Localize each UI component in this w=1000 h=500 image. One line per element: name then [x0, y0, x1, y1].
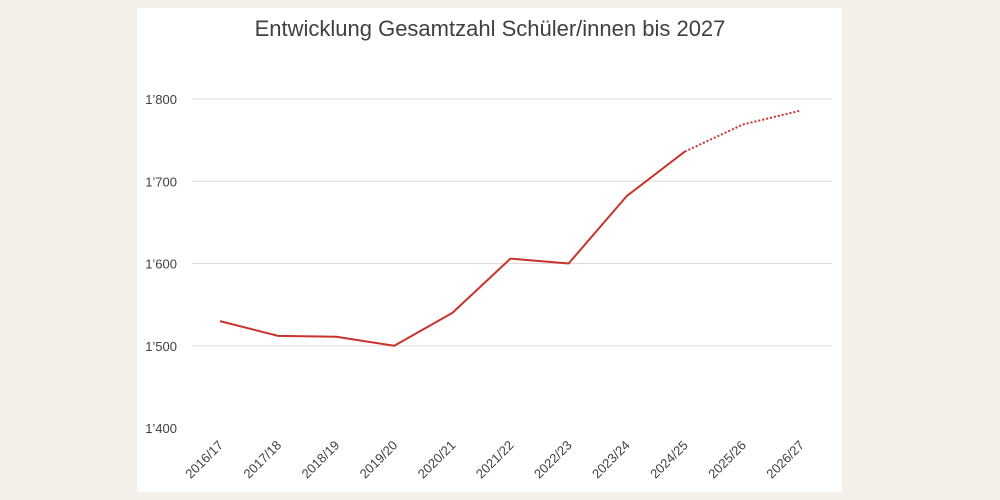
y-tick-label: 1’400	[145, 421, 177, 436]
x-axis-ticks: 2016/17 2017/18 2018/19 2019/20 2020/21 2021/…	[182, 438, 807, 482]
x-tick-label: 2019/20	[357, 438, 401, 482]
y-tick-label: 1’700	[145, 174, 177, 189]
x-tick-label: 2024/25	[647, 438, 691, 482]
chart-card	[137, 8, 842, 492]
x-tick-label: 2016/17	[182, 438, 226, 482]
x-tick-label: 2026/27	[763, 438, 807, 482]
x-tick-label: 2023/24	[589, 438, 633, 482]
x-tick-label: 2021/22	[473, 438, 517, 482]
y-axis-ticks: 1’400 1’500 1’600 1’700 1’800	[145, 92, 177, 436]
x-tick-label: 2022/23	[531, 438, 575, 482]
y-tick-label: 1’600	[145, 257, 177, 272]
x-tick-label: 2020/21	[415, 438, 459, 482]
gridlines	[192, 98, 832, 347]
series-lines	[219, 109, 802, 347]
x-tick-label: 2018/19	[298, 438, 342, 482]
y-tick-label: 1’500	[145, 339, 177, 354]
y-tick-label: 1’800	[145, 92, 177, 107]
chart-title: Entwicklung Gesamtzahl Schüler/innen bis…	[255, 16, 726, 41]
series-line-actual	[219, 150, 686, 347]
x-tick-label: 2025/26	[705, 438, 749, 482]
series-line-forecast	[684, 109, 802, 153]
x-tick-label: 2017/18	[240, 438, 284, 482]
